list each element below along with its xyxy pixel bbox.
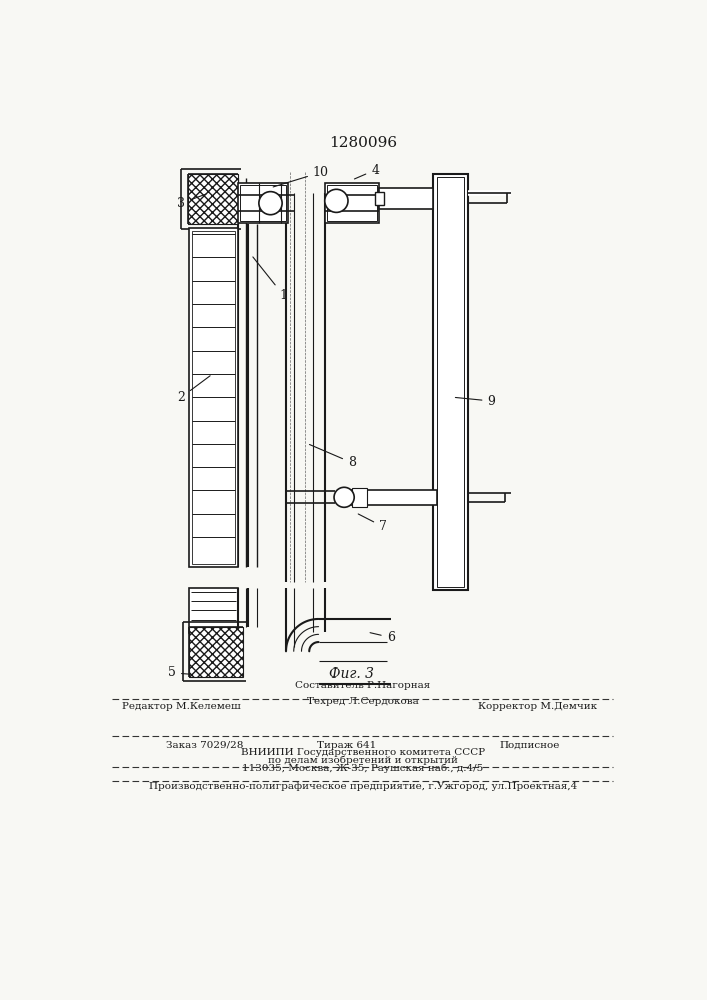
Text: 7: 7 xyxy=(358,514,387,533)
Bar xyxy=(437,177,464,587)
Bar xyxy=(344,490,437,505)
Text: ВНИИПИ Государственного комитета СССР: ВНИИПИ Государственного комитета СССР xyxy=(240,748,485,757)
Bar xyxy=(189,228,238,567)
Bar xyxy=(189,588,238,633)
Text: Заказ 7029/28: Заказ 7029/28 xyxy=(166,741,243,750)
Text: Корректор М.Демчик: Корректор М.Демчик xyxy=(479,702,597,711)
Text: 3: 3 xyxy=(177,194,206,210)
Text: Редактор М.Келемеш: Редактор М.Келемеш xyxy=(122,702,241,711)
Bar xyxy=(187,174,238,224)
Bar xyxy=(352,488,368,507)
Text: Техред Л.Сердокова: Техред Л.Сердокова xyxy=(307,697,419,706)
Text: 10: 10 xyxy=(273,166,329,187)
Text: Производственно-полиграфическое предприятие, г.Ужгород, ул.Проектная,4: Производственно-полиграфическое предприя… xyxy=(148,782,577,791)
Bar xyxy=(375,192,385,205)
Circle shape xyxy=(259,192,282,215)
Bar xyxy=(433,174,468,590)
Text: Составитель Р.Нагорная: Составитель Р.Нагорная xyxy=(295,681,431,690)
Bar xyxy=(192,231,235,564)
Bar xyxy=(325,183,379,223)
Text: 1: 1 xyxy=(253,257,288,302)
Circle shape xyxy=(325,189,348,212)
Text: Фиг. 3: Фиг. 3 xyxy=(329,667,373,681)
Text: 6: 6 xyxy=(370,631,395,644)
Text: 9: 9 xyxy=(455,395,496,408)
Bar xyxy=(189,627,243,677)
Text: 113035, Москва, Ж-35, Раушская наб., д.4/5: 113035, Москва, Ж-35, Раушская наб., д.4… xyxy=(242,764,484,773)
Bar xyxy=(238,183,288,223)
Text: 5: 5 xyxy=(168,666,190,679)
Bar xyxy=(327,185,377,221)
Circle shape xyxy=(334,487,354,507)
Text: 4: 4 xyxy=(354,164,379,179)
Text: Подписное: Подписное xyxy=(499,741,559,750)
Text: по делам изобретений и открытий: по делам изобретений и открытий xyxy=(268,756,457,765)
Bar xyxy=(379,188,433,209)
Text: 8: 8 xyxy=(310,444,356,469)
Text: Тираж 641: Тираж 641 xyxy=(317,741,376,750)
Text: 2: 2 xyxy=(177,376,210,404)
Bar xyxy=(240,185,286,221)
Text: 1280096: 1280096 xyxy=(329,136,397,150)
